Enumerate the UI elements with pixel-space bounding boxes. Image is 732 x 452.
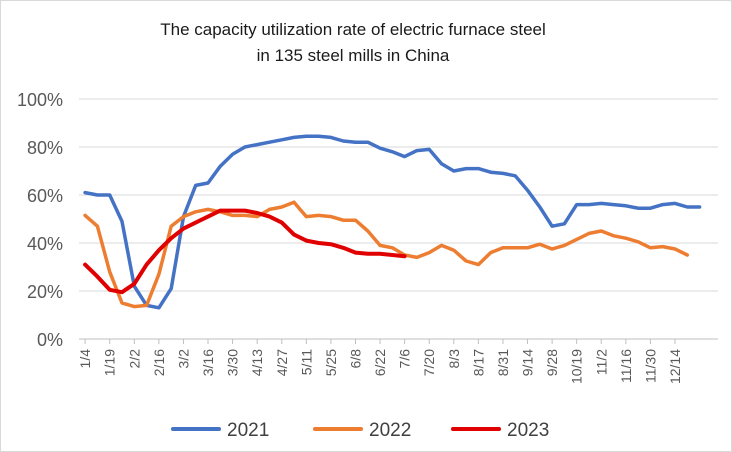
x-tick-label: 11/16 <box>618 349 634 383</box>
x-tick-label: 8/3 <box>446 349 462 369</box>
x-tick-label: 8/31 <box>495 349 511 376</box>
x-tick-label: 3/30 <box>225 349 241 376</box>
x-tick-label: 9/14 <box>520 349 536 376</box>
x-tick-label: 6/22 <box>372 349 388 376</box>
x-tick-label: 3/16 <box>200 349 216 376</box>
legend-label-2022: 2022 <box>369 420 411 441</box>
x-tick-label: 7/6 <box>397 349 413 369</box>
x-tick-label: 6/8 <box>347 349 363 369</box>
y-axis-ticks: 0% 20% 40% 60% 80% 100% <box>17 90 63 350</box>
legend: 2021 2022 2023 <box>171 420 549 441</box>
x-tick-label: 4/27 <box>274 349 290 376</box>
x-tick-label: 5/11 <box>298 349 314 375</box>
series-line-2021 <box>83 134 702 310</box>
x-tick-label: 9/28 <box>544 349 560 376</box>
legend-label-2023: 2023 <box>507 420 549 441</box>
x-tick-label: 11/30 <box>642 349 658 383</box>
x-tick-label: 10/19 <box>569 349 585 384</box>
x-tick-label: 1/4 <box>77 349 93 369</box>
y-tick-label: 40% <box>27 234 63 254</box>
x-tick-label: 2/2 <box>126 349 142 369</box>
y-tick-label: 80% <box>27 138 63 158</box>
y-tick-label: 60% <box>27 186 63 206</box>
x-tick-label: 11/2 <box>593 349 609 375</box>
x-tick-label: 4/13 <box>249 349 265 376</box>
y-tick-label: 0% <box>37 330 63 350</box>
x-tick-label: 5/25 <box>323 349 339 376</box>
legend-label-2021: 2021 <box>227 420 269 441</box>
x-tick-label: 3/2 <box>175 349 191 369</box>
series-line-2023 <box>83 208 407 295</box>
chart-title-line-2: in 135 steel mills in China <box>257 46 450 65</box>
y-tick-label: 100% <box>17 90 63 110</box>
x-axis-ticks: 1/4 1/19 2/2 2/16 3/2 3/16 3/30 4/13 4/27 5/11 5/2… <box>77 339 683 384</box>
series-line-2022 <box>83 200 690 309</box>
x-tick-label: 1/19 <box>102 349 118 376</box>
x-tick-label: 8/17 <box>470 349 486 376</box>
x-tick-label: 12/14 <box>667 349 683 384</box>
x-tick-label: 2/16 <box>151 349 167 376</box>
chart-title: The capacity utilization rate of electri… <box>160 20 546 65</box>
chart-title-line-1: The capacity utilization rate of electri… <box>160 20 546 39</box>
series-lines <box>83 134 702 310</box>
x-tick-label: 7/20 <box>421 349 437 376</box>
y-tick-label: 20% <box>27 282 63 302</box>
gridlines <box>79 98 718 340</box>
